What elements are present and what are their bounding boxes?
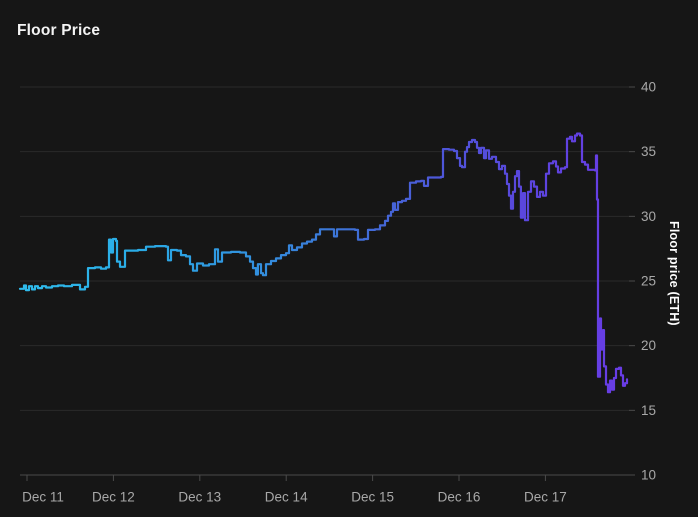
y-tick-label: 40 — [641, 80, 656, 95]
x-tick-label: Dec 17 — [524, 490, 567, 505]
chart-title: Floor Price — [17, 22, 101, 39]
x-tick-label: Dec 13 — [178, 490, 221, 505]
x-tick-label: Dec 16 — [438, 490, 481, 505]
y-tick-label: 20 — [641, 338, 656, 353]
x-tick-label: Dec 14 — [265, 490, 308, 505]
floor-price-line — [18, 132, 629, 394]
y-tick-label: 10 — [641, 468, 656, 483]
x-tick-label: Dec 11 — [22, 490, 64, 505]
y-axis-title: Floor price (ETH) — [667, 221, 681, 326]
y-tick-label: 35 — [641, 144, 656, 159]
x-tick-label: Dec 12 — [92, 490, 135, 505]
y-tick-label: 25 — [641, 274, 656, 289]
y-tick-label: 30 — [641, 209, 656, 224]
x-tick-label: Dec 15 — [351, 490, 394, 505]
y-tick-label: 15 — [641, 403, 656, 418]
